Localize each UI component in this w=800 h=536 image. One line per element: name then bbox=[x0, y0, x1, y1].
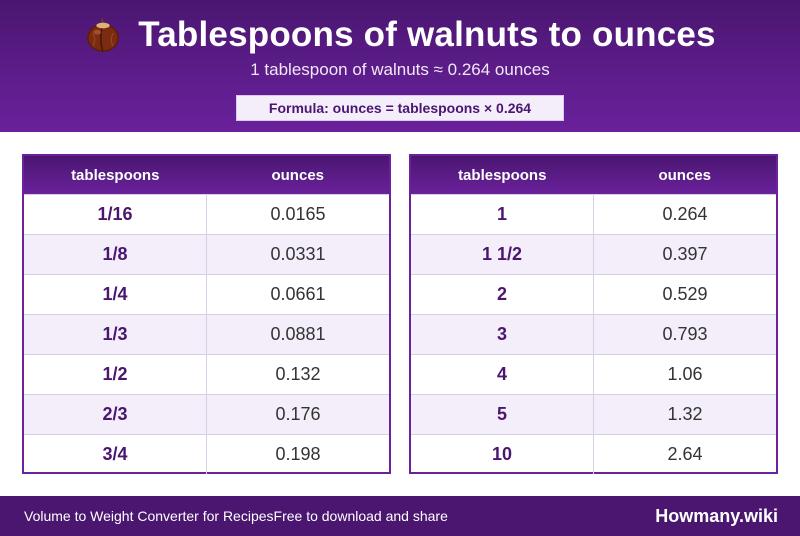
footer-text: Volume to Weight Converter for RecipesFr… bbox=[24, 496, 448, 536]
tablespoons-cell: 1 bbox=[411, 195, 594, 234]
ounces-cell: 0.264 bbox=[594, 195, 776, 234]
table-row: 4 1.06 bbox=[411, 354, 776, 394]
table-row: 2/3 0.176 bbox=[24, 394, 389, 434]
tablespoons-cell: 2 bbox=[411, 275, 594, 314]
brand-logo-text[interactable]: Howmany.wiki bbox=[655, 496, 778, 536]
table-row: 1/2 0.132 bbox=[24, 354, 389, 394]
column-header-ounces: ounces bbox=[594, 156, 777, 194]
tablespoons-cell: 1/4 bbox=[24, 275, 207, 314]
footer-converter-name: Volume to Weight Converter for Recipes bbox=[24, 508, 274, 524]
table-header: tablespoons ounces bbox=[411, 156, 776, 194]
ounces-cell: 0.0331 bbox=[207, 235, 389, 274]
footer: Volume to Weight Converter for RecipesFr… bbox=[0, 496, 800, 536]
table-row: 1/8 0.0331 bbox=[24, 234, 389, 274]
table-row: 5 1.32 bbox=[411, 394, 776, 434]
ounces-cell: 0.0165 bbox=[207, 195, 389, 234]
column-header-tablespoons: tablespoons bbox=[24, 156, 207, 194]
ounces-cell: 0.529 bbox=[594, 275, 776, 314]
column-header-ounces: ounces bbox=[207, 156, 390, 194]
table-row: 10 2.64 bbox=[411, 434, 776, 474]
ounces-cell: 0.132 bbox=[207, 355, 389, 394]
conversion-table-right: tablespoons ounces 1 0.264 1 1/2 0.397 2… bbox=[409, 154, 778, 474]
ounces-cell: 1.32 bbox=[594, 395, 776, 434]
ounces-cell: 0.0661 bbox=[207, 275, 389, 314]
tablespoons-cell: 1/16 bbox=[24, 195, 207, 234]
header: Tablespoons of walnuts to ounces 1 table… bbox=[0, 0, 800, 132]
tablespoons-cell: 1 1/2 bbox=[411, 235, 594, 274]
ounces-cell: 1.06 bbox=[594, 355, 776, 394]
footer-tagline: Free to download and share bbox=[274, 508, 448, 524]
table-row: 3 0.793 bbox=[411, 314, 776, 354]
table-row: 1 0.264 bbox=[411, 194, 776, 234]
ounces-cell: 0.176 bbox=[207, 395, 389, 434]
formula-box: Formula: ounces = tablespoons × 0.264 bbox=[236, 95, 564, 121]
tablespoons-cell: 3 bbox=[411, 315, 594, 354]
table-row: 2 0.529 bbox=[411, 274, 776, 314]
ounces-cell: 0.0881 bbox=[207, 315, 389, 354]
tablespoons-cell: 5 bbox=[411, 395, 594, 434]
tablespoons-cell: 1/8 bbox=[24, 235, 207, 274]
conversion-table-left: tablespoons ounces 1/16 0.0165 1/8 0.033… bbox=[22, 154, 391, 474]
walnut-icon bbox=[84, 16, 122, 54]
tablespoons-cell: 10 bbox=[411, 435, 594, 474]
tablespoons-cell: 1/2 bbox=[24, 355, 207, 394]
ounces-cell: 0.793 bbox=[594, 315, 776, 354]
table-row: 3/4 0.198 bbox=[24, 434, 389, 474]
page-title: Tablespoons of walnuts to ounces bbox=[138, 15, 715, 55]
title-row: Tablespoons of walnuts to ounces bbox=[0, 14, 800, 56]
ounces-cell: 0.198 bbox=[207, 435, 389, 474]
tablespoons-cell: 4 bbox=[411, 355, 594, 394]
tablespoons-cell: 2/3 bbox=[24, 395, 207, 434]
subtitle: 1 tablespoon of walnuts ≈ 0.264 ounces bbox=[0, 60, 800, 80]
table-row: 1/4 0.0661 bbox=[24, 274, 389, 314]
tablespoons-cell: 1/3 bbox=[24, 315, 207, 354]
table-row: 1 1/2 0.397 bbox=[411, 234, 776, 274]
table-row: 1/3 0.0881 bbox=[24, 314, 389, 354]
table-header: tablespoons ounces bbox=[24, 156, 389, 194]
tablespoons-cell: 3/4 bbox=[24, 435, 207, 474]
column-header-tablespoons: tablespoons bbox=[411, 156, 594, 194]
table-row: 1/16 0.0165 bbox=[24, 194, 389, 234]
ounces-cell: 0.397 bbox=[594, 235, 776, 274]
ounces-cell: 2.64 bbox=[594, 435, 776, 474]
